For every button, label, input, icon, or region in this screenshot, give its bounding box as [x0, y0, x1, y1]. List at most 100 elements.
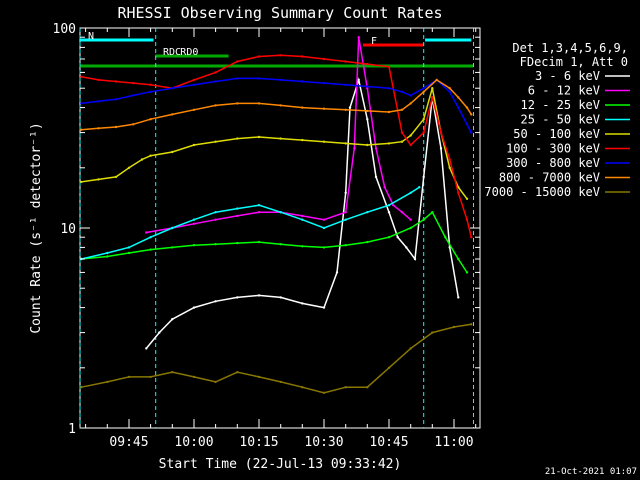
series-point — [257, 77, 261, 80]
series-point — [145, 231, 148, 234]
series-point — [114, 98, 118, 101]
series-point — [236, 77, 239, 80]
series-point — [214, 300, 217, 303]
series-point — [80, 102, 83, 105]
cyan-boundary-lines — [79, 28, 474, 428]
series-point — [236, 241, 239, 245]
series-point — [127, 251, 131, 255]
series-point — [192, 218, 196, 221]
series-point — [322, 140, 326, 143]
series-point — [400, 211, 404, 214]
series-point — [279, 243, 282, 246]
legend-entry: 25 - 50 keV — [521, 113, 630, 127]
series-point — [457, 106, 460, 109]
legend-header-1: FDecim 1, Att 0 — [520, 55, 628, 69]
series-point — [127, 166, 131, 169]
series-point — [279, 78, 282, 82]
series-point — [431, 87, 434, 90]
series-point — [192, 78, 196, 82]
series-point — [418, 186, 421, 189]
series-point — [214, 140, 217, 143]
series-point — [149, 375, 152, 379]
series-point — [470, 131, 473, 134]
series-point — [366, 240, 369, 244]
series-point — [448, 87, 451, 90]
x-axis-label: Start Time (22-Jul-13 09:33:42) — [159, 457, 402, 472]
flag-label: N — [88, 31, 94, 42]
x-tick-label: 10:00 — [174, 435, 213, 450]
series-point — [344, 211, 347, 214]
series-point — [431, 211, 434, 214]
series-line — [81, 186, 420, 260]
series-point — [214, 243, 217, 246]
series-point — [192, 143, 196, 147]
series-point — [301, 55, 304, 58]
series-point — [171, 87, 174, 90]
series-point — [374, 147, 378, 150]
series-point — [214, 211, 217, 214]
series-point — [422, 131, 425, 134]
series-point — [422, 218, 425, 221]
series-point — [409, 347, 412, 350]
series-point — [448, 158, 451, 161]
legend-entry: 3 - 6 keV — [535, 69, 630, 83]
series-point — [396, 236, 399, 239]
legend-label: 12 - 25 keV — [521, 98, 600, 112]
series-point — [457, 96, 460, 99]
series-point — [322, 226, 326, 230]
series-point — [344, 191, 347, 194]
series-point — [457, 296, 460, 299]
series-point — [465, 123, 469, 126]
series-point — [387, 211, 391, 214]
series-point — [392, 204, 395, 207]
series-point — [236, 60, 239, 63]
series-point — [301, 138, 304, 142]
series-5 — [80, 54, 473, 239]
legend-label: 100 - 300 keV — [506, 142, 600, 156]
series-point — [257, 135, 261, 139]
series-point — [439, 131, 443, 134]
series-line — [81, 323, 472, 394]
legend-entry: 12 - 25 keV — [521, 98, 630, 112]
series-point — [452, 325, 456, 329]
legend-label: 800 - 7000 keV — [499, 171, 600, 185]
series-point — [322, 218, 326, 221]
legend-entry: 6 - 12 keV — [528, 84, 630, 98]
series-line — [81, 54, 473, 238]
series-point — [409, 102, 412, 105]
legend-label: 6 - 12 keV — [528, 84, 600, 98]
series-point — [366, 211, 369, 214]
series-point — [106, 380, 109, 384]
series-point — [257, 294, 261, 297]
series-point — [192, 83, 196, 87]
series-point — [214, 104, 217, 107]
series-point — [114, 125, 118, 129]
series-point — [257, 102, 261, 105]
series-point — [301, 386, 304, 389]
series-point — [344, 60, 347, 63]
series-point — [171, 371, 174, 374]
series-point — [171, 318, 174, 321]
series-point — [158, 331, 161, 334]
series-point — [400, 131, 404, 134]
series-point — [192, 375, 196, 379]
series-point — [301, 106, 304, 109]
series-point — [322, 57, 326, 61]
x-tick-label: 09:45 — [109, 435, 148, 450]
series-point — [171, 113, 174, 116]
series-point — [387, 204, 391, 207]
series-point — [344, 142, 347, 145]
series-point — [301, 302, 304, 305]
series-point — [465, 218, 469, 221]
legend-entry: 800 - 7000 keV — [499, 171, 630, 185]
series-point — [279, 104, 282, 107]
flag-label: RD0 — [180, 47, 198, 58]
series-point — [149, 248, 152, 251]
series-point — [257, 375, 261, 379]
series-point — [236, 137, 239, 140]
series-point — [470, 236, 473, 239]
series-point — [400, 108, 404, 112]
series-point — [444, 236, 447, 239]
series-point — [465, 197, 469, 200]
